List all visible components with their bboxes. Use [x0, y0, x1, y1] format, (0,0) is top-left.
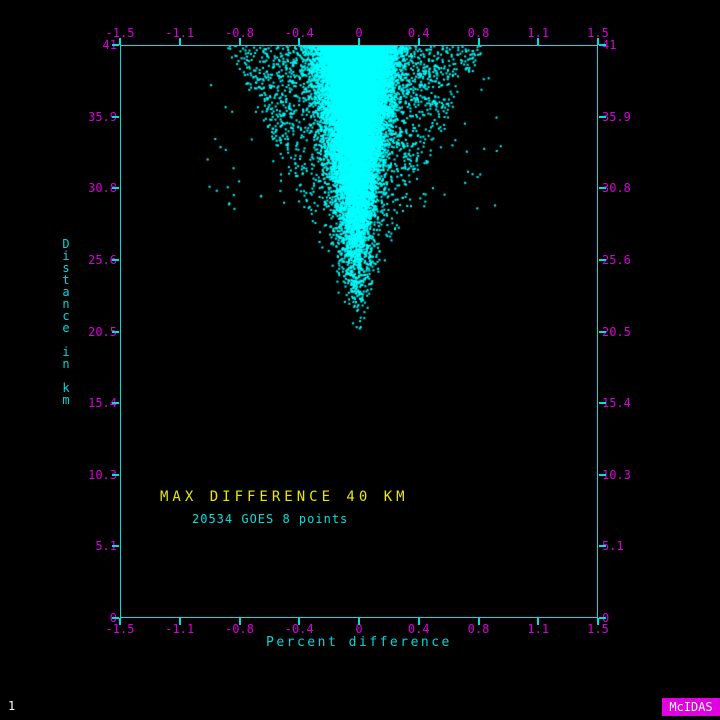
y-tick-mark-left — [112, 402, 119, 405]
x-tick-label-top: 0.8 — [467, 26, 490, 40]
y-tick-label-right: 5.1 — [602, 539, 624, 554]
annotation-max-difference: MAX DIFFERENCE 40 KM — [160, 489, 409, 505]
x-axis-title: Percent difference — [266, 635, 452, 650]
x-tick-label-top: 0.4 — [407, 26, 430, 40]
y-tick-label-left: 15.4 — [88, 396, 117, 411]
y-axis-title-char: e — [62, 321, 70, 335]
x-tick-label-bottom: -1.1 — [165, 622, 195, 636]
frame-number: 1 — [8, 699, 16, 713]
x-tick-label-top: -1.1 — [165, 26, 195, 40]
y-tick-label-right: 25.6 — [602, 252, 631, 267]
y-tick-mark-left — [112, 617, 119, 619]
x-tick-label-top: -0.4 — [284, 26, 314, 40]
x-tick-mark-bottom — [119, 618, 121, 625]
x-tick-mark-top — [178, 38, 181, 45]
y-axis-title-char: m — [62, 393, 70, 407]
y-tick-mark-left — [112, 258, 119, 261]
x-tick-label-bottom: 1.5 — [587, 622, 609, 636]
y-tick-label-left: 30.8 — [88, 181, 117, 196]
x-tick-label-top: 1.1 — [527, 26, 550, 40]
y-tick-mark-left — [112, 44, 119, 46]
y-tick-mark-left — [112, 545, 119, 548]
y-tick-mark-right — [599, 617, 606, 619]
y-tick-label-right: 20.5 — [602, 324, 631, 339]
x-tick-mark-bottom — [178, 618, 181, 625]
x-tick-label-top: -1.5 — [105, 26, 135, 40]
y-axis-title-char: i — [62, 345, 70, 359]
x-tick-mark-top — [119, 38, 121, 45]
y-tick-label-right: 41 — [602, 38, 617, 52]
y-tick-mark-left — [112, 330, 119, 333]
y-tick-label-left: 20.5 — [88, 324, 117, 339]
x-tick-label-bottom: -1.5 — [105, 622, 135, 636]
y-tick-label-right: 35.9 — [602, 109, 631, 124]
y-tick-label-right: 30.8 — [602, 181, 631, 196]
y-tick-label-left: 35.9 — [88, 109, 117, 124]
x-tick-mark-top — [597, 38, 599, 45]
y-tick-mark-right — [599, 330, 606, 333]
x-tick-mark-bottom — [298, 618, 301, 625]
x-tick-label-bottom: 1.1 — [527, 622, 550, 636]
x-tick-label-top: 0 — [355, 26, 363, 40]
y-axis-title-char: n — [62, 297, 70, 311]
y-tick-label-left: 10.3 — [88, 467, 117, 482]
x-tick-mark-bottom — [537, 618, 540, 625]
x-tick-mark-top — [238, 38, 241, 45]
y-axis-title-char: k — [62, 381, 70, 395]
y-axis-title-char: s — [62, 261, 70, 275]
x-tick-label-top: -0.8 — [225, 26, 254, 40]
y-tick-label-right: 10.3 — [602, 467, 631, 482]
y-tick-mark-left — [112, 473, 119, 476]
y-axis-title-char: c — [62, 309, 70, 323]
y-axis-title-char: t — [62, 273, 70, 287]
y-tick-mark-right — [599, 187, 606, 190]
x-tick-mark-bottom — [477, 618, 480, 625]
y-tick-mark-right — [599, 44, 606, 46]
x-tick-mark-top — [358, 38, 360, 45]
y-tick-label-left: 5.1 — [95, 539, 117, 554]
scatter-points-canvas — [120, 45, 598, 618]
y-tick-label-left: 25.6 — [88, 252, 117, 267]
y-axis-title-char: a — [62, 285, 70, 299]
y-tick-mark-right — [599, 258, 606, 261]
x-tick-mark-top — [477, 38, 480, 45]
x-tick-mark-top — [298, 38, 301, 45]
mcidas-badge: McIDAS — [662, 698, 720, 716]
y-axis-title-char: n — [62, 357, 70, 371]
y-axis-title-char: i — [62, 249, 70, 263]
x-tick-mark-bottom — [417, 618, 420, 625]
x-tick-label-top: 1.5 — [587, 26, 609, 40]
x-tick-mark-bottom — [358, 618, 360, 625]
y-tick-mark-right — [599, 473, 606, 476]
x-tick-label-bottom: -0.8 — [225, 622, 254, 636]
x-tick-label-bottom: 0.4 — [407, 622, 430, 636]
x-tick-mark-bottom — [238, 618, 241, 625]
y-tick-label-left: 41 — [102, 38, 117, 52]
y-tick-mark-left — [112, 187, 119, 190]
y-tick-mark-right — [599, 402, 606, 405]
y-tick-mark-right — [599, 115, 606, 118]
y-axis-title-char: D — [62, 237, 70, 251]
x-tick-mark-top — [417, 38, 420, 45]
x-tick-label-bottom: -0.4 — [284, 622, 314, 636]
y-tick-label-right: 15.4 — [602, 396, 631, 411]
y-tick-mark-right — [599, 545, 606, 548]
x-tick-label-bottom: 0.8 — [467, 622, 490, 636]
x-tick-mark-bottom — [597, 618, 599, 625]
y-tick-mark-left — [112, 115, 119, 118]
annotation-point-count: 20534 GOES 8 points — [192, 512, 349, 526]
x-tick-label-bottom: 0 — [355, 622, 363, 636]
x-tick-mark-top — [537, 38, 540, 45]
